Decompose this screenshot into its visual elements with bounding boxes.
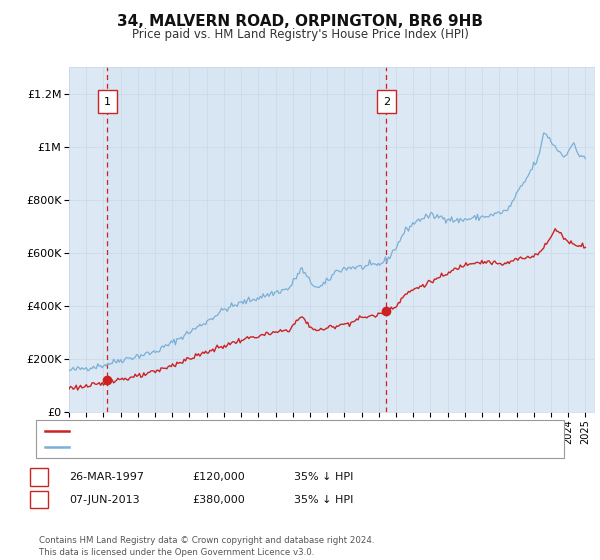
Text: 2: 2 — [35, 494, 43, 505]
Text: 2: 2 — [383, 97, 390, 106]
Text: 1: 1 — [35, 472, 43, 482]
Text: Contains HM Land Registry data © Crown copyright and database right 2024.
This d: Contains HM Land Registry data © Crown c… — [39, 536, 374, 557]
Bar — [107, 67, 386, 412]
Text: 07-JUN-2013: 07-JUN-2013 — [69, 494, 140, 505]
Text: Price paid vs. HM Land Registry's House Price Index (HPI): Price paid vs. HM Land Registry's House … — [131, 28, 469, 41]
Text: 1: 1 — [104, 97, 111, 106]
Text: £120,000: £120,000 — [192, 472, 245, 482]
Text: 35% ↓ HPI: 35% ↓ HPI — [294, 494, 353, 505]
Text: 34, MALVERN ROAD, ORPINGTON, BR6 9HB: 34, MALVERN ROAD, ORPINGTON, BR6 9HB — [117, 14, 483, 29]
Text: 34, MALVERN ROAD, ORPINGTON, BR6 9HB (detached house): 34, MALVERN ROAD, ORPINGTON, BR6 9HB (de… — [73, 426, 392, 436]
Text: 35% ↓ HPI: 35% ↓ HPI — [294, 472, 353, 482]
Text: 26-MAR-1997: 26-MAR-1997 — [69, 472, 144, 482]
Text: £380,000: £380,000 — [192, 494, 245, 505]
Text: HPI: Average price, detached house, Bromley: HPI: Average price, detached house, Brom… — [73, 442, 310, 452]
